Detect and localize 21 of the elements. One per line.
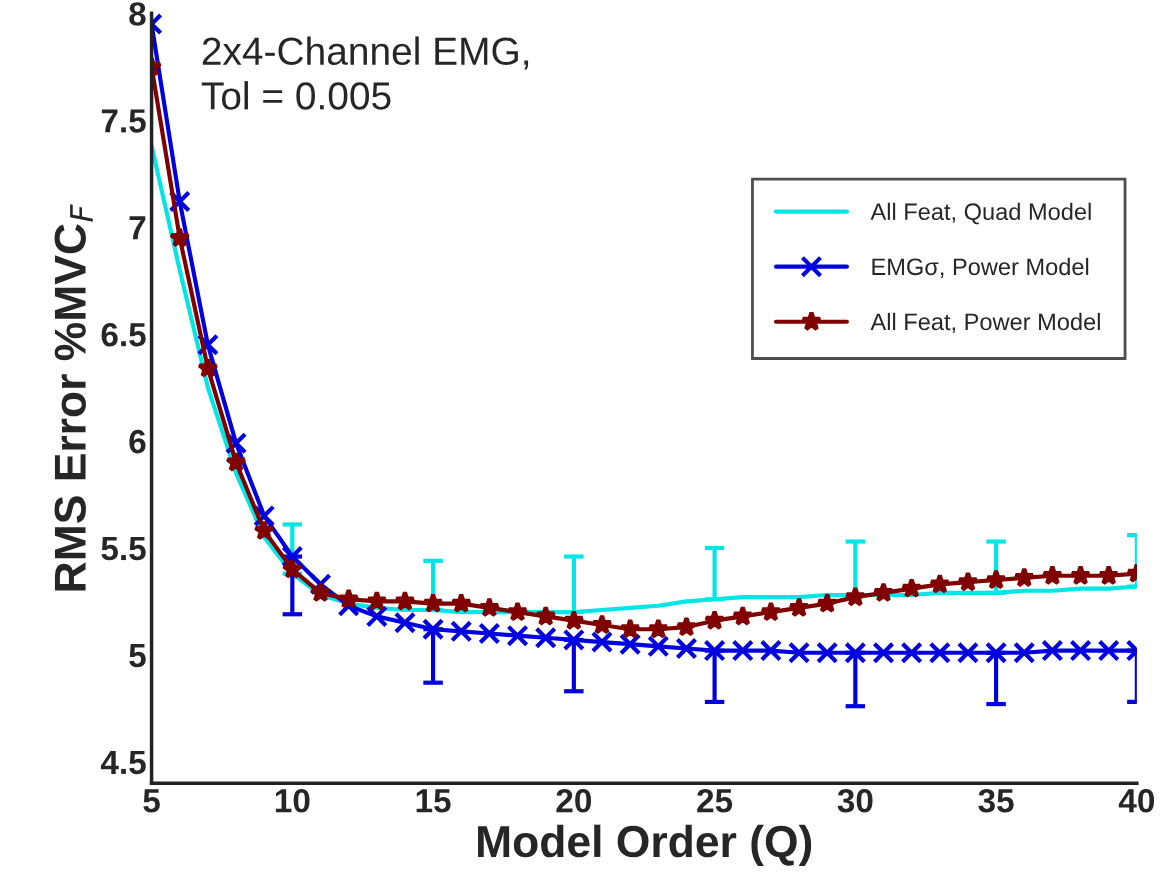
x-axis-title: Model Order (Q): [478, 824, 812, 867]
y-tick-label: 4.5: [100, 750, 146, 775]
y-axis-title: RMS Error %MVC$_{F}$: [54, 204, 93, 591]
x-tick-label: 20: [556, 788, 592, 813]
y-tick-label: 5.5: [101, 537, 146, 561]
x-tick-label: 30: [837, 788, 873, 813]
y-tick-label: 7: [129, 216, 146, 240]
x-tick-label: 35: [978, 788, 1014, 813]
x-tick-label: 15: [416, 789, 451, 813]
y-tick-label: 5: [129, 644, 146, 668]
y-tick-label: 6.5: [101, 322, 146, 347]
annotation: 2x4-Channel EMG, Tol = 0.005: [201, 36, 529, 110]
y-tick-label: 8: [129, 2, 146, 26]
x-tick-label: 10: [275, 788, 310, 813]
legend-label: All Feat, Quad Model: [870, 202, 1091, 225]
legend-label: EMGσ, Power Model: [872, 257, 1089, 278]
y-tick-label: 7.5: [101, 109, 146, 133]
x-tick-label: 25: [697, 788, 733, 813]
legend-label: All Feat, Power Model: [870, 312, 1100, 333]
x-tick-label: 40: [1118, 788, 1155, 813]
y-tick-label: 6: [129, 429, 146, 454]
